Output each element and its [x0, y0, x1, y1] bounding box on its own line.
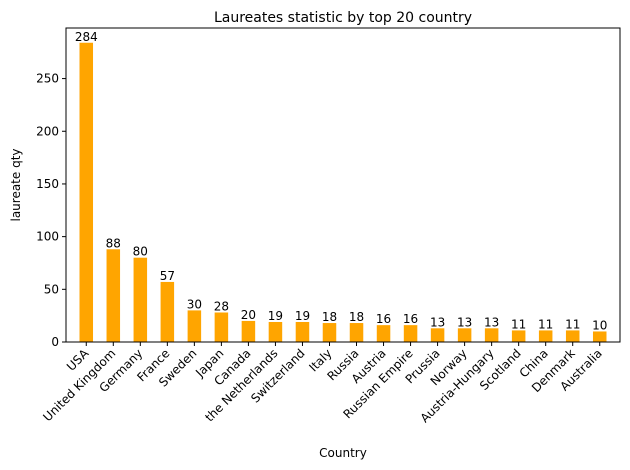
bar-19	[592, 331, 607, 342]
bar-2	[133, 257, 148, 342]
bar-15	[484, 328, 499, 342]
bar-16	[511, 330, 526, 342]
value-label-15: 13	[484, 315, 499, 329]
y-axis-label: laureate qty	[9, 148, 23, 221]
bar-7	[268, 321, 283, 342]
value-label-7: 19	[268, 309, 283, 323]
y-tick-label-4: 200	[36, 124, 59, 138]
y-tick-label-2: 100	[36, 230, 59, 244]
value-label-13: 13	[430, 315, 445, 329]
value-label-14: 13	[457, 315, 472, 329]
value-label-18: 11	[565, 317, 580, 331]
bar-0	[79, 42, 94, 342]
bar-5	[214, 312, 229, 342]
bar-3	[160, 281, 175, 342]
bar-4	[187, 310, 202, 342]
y-axis: 0 50 100 150 200 250	[36, 72, 66, 349]
y-tick-label-1: 50	[44, 282, 59, 296]
value-label-8: 19	[295, 309, 310, 323]
bar-13	[430, 328, 445, 342]
value-label-5: 28	[214, 299, 229, 313]
chart-title: Laureates statistic by top 20 country	[214, 10, 472, 26]
bar-10	[349, 323, 364, 342]
bar-17	[538, 330, 553, 342]
bar-18	[565, 330, 580, 342]
bar-1	[106, 249, 121, 342]
value-label-19: 10	[592, 318, 607, 332]
bar-11	[376, 325, 391, 342]
value-label-12: 16	[403, 312, 418, 326]
y-tick-label-5: 250	[36, 72, 59, 86]
value-label-6: 20	[241, 308, 256, 322]
y-tick-label-3: 150	[36, 177, 59, 191]
value-label-2: 80	[133, 245, 148, 259]
value-label-11: 16	[376, 312, 391, 326]
plot-frame	[65, 27, 621, 343]
bar-6	[241, 320, 256, 342]
y-tick-label-0: 0	[51, 335, 59, 349]
value-label-4: 30	[187, 297, 202, 311]
bar-12	[403, 325, 418, 342]
bar-9	[322, 323, 337, 342]
value-label-16: 11	[511, 317, 526, 331]
value-label-10: 18	[349, 310, 364, 324]
value-label-3: 57	[160, 269, 175, 283]
x-axis-label: Country	[319, 446, 367, 460]
bar-8	[295, 321, 310, 342]
value-label-17: 11	[538, 317, 553, 331]
value-label-1: 88	[106, 236, 121, 250]
value-labels-group: 284 88 80 57 30 28 20 19 19 18 18 16 16 13 13 13 11 11 11 1…	[75, 30, 608, 333]
bar-14	[457, 328, 472, 342]
bars-group	[79, 42, 607, 342]
value-label-0: 284	[75, 30, 98, 44]
value-label-9: 18	[322, 310, 337, 324]
